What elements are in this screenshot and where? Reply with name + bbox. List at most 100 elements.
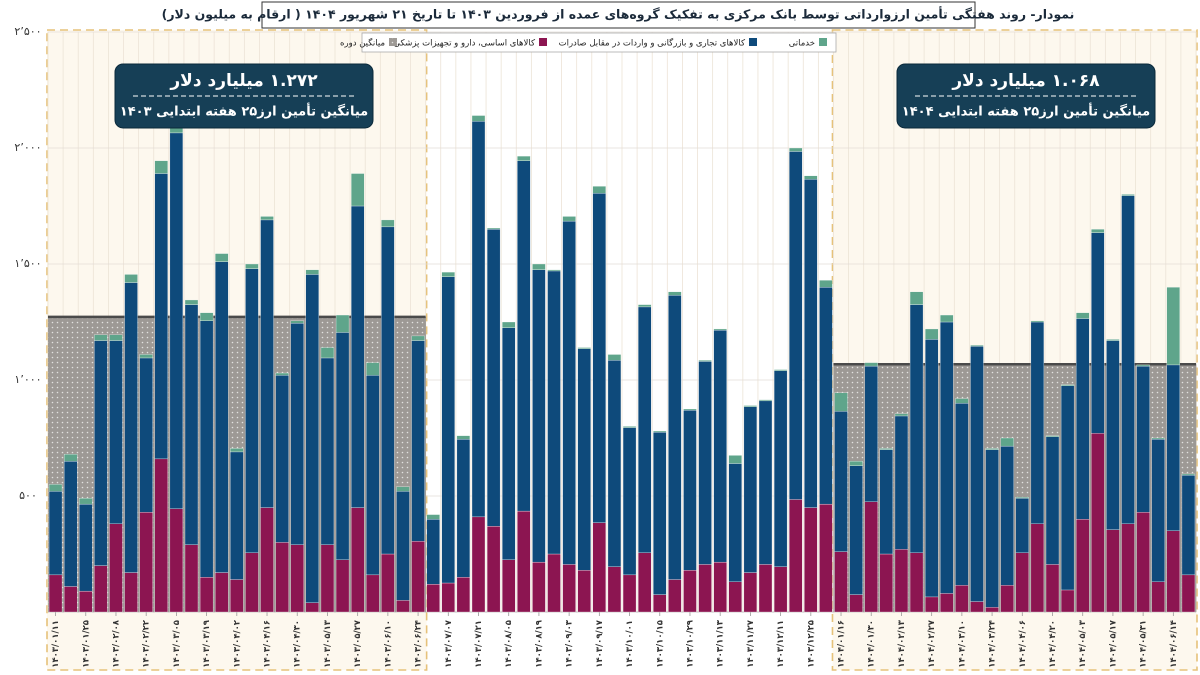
x-tick-label: ۱۴۰۳/۰۵/۲۷ [353, 619, 363, 668]
bar-segment [653, 430, 667, 433]
bar-segment [592, 186, 606, 194]
bar-segment [1091, 229, 1105, 233]
bar-segment [381, 553, 395, 613]
bar-segment [1151, 437, 1165, 440]
bar-segment [1076, 519, 1090, 613]
bar-segment [305, 269, 319, 275]
bar-segment [230, 451, 244, 580]
x-tick-label: ۱۴۰۳/۰۲/۲۲ [142, 619, 152, 668]
bar-segment [109, 334, 123, 341]
bar-segment [925, 328, 939, 340]
bar-segment [834, 392, 848, 412]
bar-segment [199, 312, 214, 321]
bar-segment [698, 360, 712, 362]
bar-segment [683, 410, 697, 571]
x-tick-label: ۱۴۰۳/۱۰/۱۵ [655, 620, 665, 668]
x-tick-label: ۱۴۰۳/۰۸/۰۵ [504, 620, 514, 668]
bar-segment [471, 115, 486, 122]
bar-segment [48, 491, 63, 576]
bar-segment [985, 607, 999, 613]
bar-segment [592, 193, 606, 523]
bar-segment [804, 179, 818, 508]
bar-segment [819, 280, 833, 288]
bar-segment [1181, 474, 1196, 576]
x-tick-label: ۱۴۰۳/۰۹/۰۳ [565, 619, 575, 668]
bar-segment [215, 572, 229, 613]
bar-segment [849, 461, 863, 466]
bar-segment [985, 448, 999, 450]
bar-segment [184, 299, 199, 305]
bar-segment [909, 552, 924, 613]
bar-segment [1121, 523, 1135, 613]
bar-segment [456, 577, 471, 613]
bar-segment [1060, 589, 1075, 613]
bar-segment [79, 498, 93, 505]
bar-segment [1030, 523, 1045, 613]
bar-segment [426, 519, 440, 585]
bar-segment [849, 594, 863, 613]
x-tick-label: ۱۴۰۳/۰۷/۰۷ [444, 619, 454, 668]
bar-segment [48, 574, 63, 613]
bar-segment [1091, 433, 1105, 613]
bar-segment [1060, 385, 1075, 591]
bar-segment [819, 503, 833, 613]
bar-segment [381, 219, 395, 228]
bar-segment [441, 276, 455, 584]
bar-segment [230, 579, 244, 613]
bar-segment [532, 263, 546, 270]
x-tick-label: ۱۴۰۳/۰۴/۳۰ [293, 620, 303, 668]
bar-segment [290, 320, 304, 324]
bar-segment [260, 507, 274, 613]
bar-segment [335, 332, 350, 560]
bar-segment [1045, 435, 1060, 437]
x-tick-label: ۱۴۰۳/۰۴/۱۶ [263, 620, 273, 668]
bar-segment [396, 600, 410, 613]
bar-segment [320, 357, 335, 545]
bar-segment [199, 577, 214, 613]
bar-segment [864, 365, 878, 502]
bar-segment [366, 362, 380, 376]
bar-segment [834, 411, 848, 552]
bar-segment [622, 427, 637, 576]
bar-segment [411, 340, 425, 542]
bar-segment [668, 579, 682, 613]
plot [48, 115, 1197, 613]
bar-segment [864, 501, 878, 613]
legend-label: میانگین دوره [340, 38, 385, 49]
bar-segment [668, 295, 682, 580]
bar-segment [773, 566, 788, 613]
bar-segment [773, 369, 788, 371]
bar-segment [940, 314, 954, 323]
bar-segment [290, 323, 304, 545]
bar-segment [79, 503, 93, 592]
annotation-box [114, 63, 374, 129]
bar-segment [562, 564, 576, 613]
bar-segment [1106, 339, 1120, 341]
bar-segment [532, 269, 546, 563]
bar-segment [592, 522, 606, 613]
x-tick-label: ۱۴۰۳/۰۸/۱۹ [534, 619, 544, 668]
bar-segment [64, 461, 78, 587]
bar-segment [668, 291, 682, 296]
bar-segment [305, 274, 319, 603]
bar-segment [1166, 530, 1180, 613]
bar-segment [728, 581, 742, 613]
bar-segment [547, 269, 561, 272]
bar-segment [789, 499, 803, 613]
bar-segment [728, 463, 742, 582]
bar-segment [683, 570, 697, 613]
annotation-text: میانگین تأمین ارز۲۵ هفته ابتدایی ۱۴۰۳ [120, 103, 368, 120]
bar-segment [577, 570, 591, 613]
bar-segment [456, 439, 471, 578]
bar-segment [124, 572, 138, 613]
bar-segment [804, 175, 818, 180]
bar-segment [970, 601, 984, 613]
bar-segment [743, 405, 758, 407]
x-tick-label: ۱۴۰۳/۰۱/۱۱ [51, 620, 61, 668]
x-tick-label: ۱۴۰۳/۰۶/۲۴ [414, 620, 424, 668]
bar-segment [260, 216, 274, 221]
bar-segment [698, 564, 712, 613]
bar-segment [94, 340, 108, 566]
bar-segment [275, 372, 289, 376]
bar-segment [1015, 497, 1029, 499]
